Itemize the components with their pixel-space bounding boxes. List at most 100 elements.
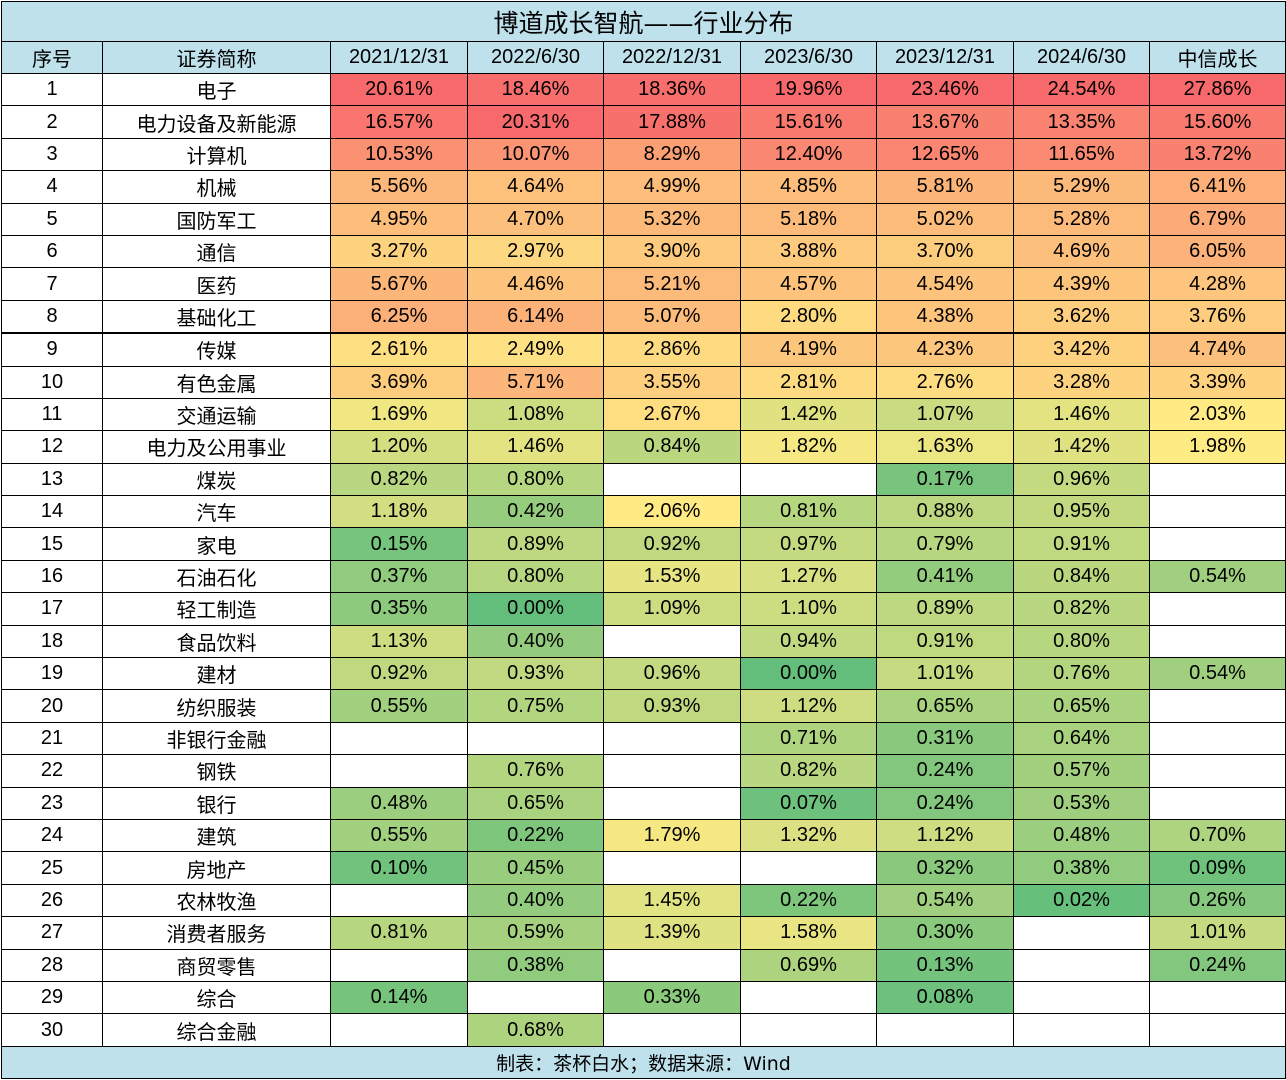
industry-name-cell[interactable]: 基础化工	[102, 299, 331, 335]
header-cell-name[interactable]: 证券简称	[102, 41, 331, 74]
header-cell-2022-6-30[interactable]: 2022/6/30	[467, 41, 604, 74]
row-number-cell[interactable]: 3	[1, 137, 103, 172]
weight-cell[interactable]: 18.36%	[603, 72, 741, 107]
industry-name-cell[interactable]: 通信	[102, 234, 331, 269]
weight-cell[interactable]: 0.30%	[876, 916, 1014, 950]
weight-cell[interactable]	[876, 1013, 1014, 1047]
weight-cell[interactable]: 0.53%	[1013, 786, 1150, 820]
weight-cell[interactable]: 0.35%	[330, 592, 468, 626]
weight-cell[interactable]	[1149, 980, 1286, 1015]
weight-cell[interactable]: 1.42%	[1013, 430, 1150, 464]
weight-cell[interactable]: 5.81%	[876, 170, 1014, 204]
weight-cell[interactable]	[603, 786, 741, 820]
weight-cell[interactable]: 1.08%	[467, 397, 604, 432]
weight-cell[interactable]: 0.32%	[876, 851, 1014, 885]
row-number-cell[interactable]: 24	[1, 818, 103, 853]
weight-cell[interactable]: 0.08%	[876, 980, 1014, 1015]
row-number-cell[interactable]: 14	[1, 495, 103, 529]
weight-cell[interactable]: 0.82%	[330, 462, 468, 497]
row-number-cell[interactable]: 16	[1, 559, 103, 594]
industry-name-cell[interactable]: 煤炭	[102, 462, 331, 497]
weight-cell[interactable]	[740, 1013, 877, 1047]
weight-cell[interactable]: 23.46%	[876, 72, 1014, 107]
weight-cell[interactable]: 0.80%	[467, 559, 604, 594]
weight-cell[interactable]: 6.25%	[330, 299, 468, 335]
weight-cell[interactable]	[1149, 754, 1286, 788]
weight-cell[interactable]: 0.89%	[876, 592, 1014, 626]
weight-cell[interactable]: 0.80%	[1013, 624, 1150, 659]
weight-cell[interactable]: 2.80%	[740, 299, 877, 335]
weight-cell[interactable]: 4.23%	[876, 332, 1014, 367]
weight-cell[interactable]: 0.82%	[1013, 592, 1150, 626]
weight-cell[interactable]: 2.67%	[603, 397, 741, 432]
weight-cell[interactable]: 15.60%	[1149, 105, 1286, 139]
weight-cell[interactable]: 0.96%	[603, 657, 741, 691]
weight-cell[interactable]: 18.46%	[467, 72, 604, 107]
weight-cell[interactable]: 0.57%	[1013, 754, 1150, 788]
industry-name-cell[interactable]: 电子	[102, 72, 331, 107]
weight-cell[interactable]	[1013, 948, 1150, 982]
weight-cell[interactable]	[1149, 527, 1286, 561]
industry-name-cell[interactable]: 石油石化	[102, 559, 331, 594]
weight-cell[interactable]: 0.70%	[1149, 818, 1286, 853]
industry-name-cell[interactable]: 机械	[102, 170, 331, 204]
weight-cell[interactable]: 3.27%	[330, 234, 468, 269]
row-number-cell[interactable]: 28	[1, 948, 103, 982]
weight-cell[interactable]: 0.31%	[876, 721, 1014, 756]
weight-cell[interactable]: 0.07%	[740, 786, 877, 820]
weight-cell[interactable]: 0.93%	[603, 689, 741, 723]
weight-cell[interactable]: 5.02%	[876, 202, 1014, 236]
row-number-cell[interactable]: 26	[1, 883, 103, 918]
weight-cell[interactable]: 0.00%	[467, 592, 604, 626]
weight-cell[interactable]: 4.28%	[1149, 267, 1286, 301]
weight-cell[interactable]: 4.70%	[467, 202, 604, 236]
weight-cell[interactable]: 0.22%	[467, 818, 604, 853]
weight-cell[interactable]: 0.97%	[740, 527, 877, 561]
weight-cell[interactable]: 10.53%	[330, 137, 468, 172]
weight-cell[interactable]: 0.91%	[1013, 527, 1150, 561]
weight-cell[interactable]: 0.82%	[740, 754, 877, 788]
weight-cell[interactable]: 0.79%	[876, 527, 1014, 561]
industry-name-cell[interactable]: 电力及公用事业	[102, 430, 331, 464]
header-cell-2021-12-31[interactable]: 2021/12/31	[330, 41, 468, 74]
row-number-cell[interactable]: 18	[1, 624, 103, 659]
industry-name-cell[interactable]: 国防军工	[102, 202, 331, 236]
weight-cell[interactable]: 0.37%	[330, 559, 468, 594]
weight-cell[interactable]: 1.79%	[603, 818, 741, 853]
weight-cell[interactable]	[603, 851, 741, 885]
weight-cell[interactable]: 1.01%	[876, 657, 1014, 691]
weight-cell[interactable]	[740, 851, 877, 885]
row-number-cell[interactable]: 30	[1, 1013, 103, 1047]
row-number-cell[interactable]: 20	[1, 689, 103, 723]
weight-cell[interactable]: 0.91%	[876, 624, 1014, 659]
weight-cell[interactable]: 5.28%	[1013, 202, 1150, 236]
industry-name-cell[interactable]: 传媒	[102, 332, 331, 367]
weight-cell[interactable]	[1149, 592, 1286, 626]
row-number-cell[interactable]: 17	[1, 592, 103, 626]
weight-cell[interactable]: 4.64%	[467, 170, 604, 204]
row-number-cell[interactable]: 4	[1, 170, 103, 204]
source-note[interactable]: 制表：茶杯白水；数据来源：Wind	[1, 1045, 1286, 1079]
industry-name-cell[interactable]: 家电	[102, 527, 331, 561]
weight-cell[interactable]: 3.39%	[1149, 365, 1286, 399]
weight-cell[interactable]: 2.06%	[603, 495, 741, 529]
weight-cell[interactable]: 4.19%	[740, 332, 877, 367]
weight-cell[interactable]: 0.09%	[1149, 851, 1286, 885]
weight-cell[interactable]	[1149, 689, 1286, 723]
weight-cell[interactable]: 2.86%	[603, 332, 741, 367]
weight-cell[interactable]: 0.76%	[467, 754, 604, 788]
weight-cell[interactable]: 3.69%	[330, 365, 468, 399]
weight-cell[interactable]: 1.69%	[330, 397, 468, 432]
weight-cell[interactable]: 5.18%	[740, 202, 877, 236]
weight-cell[interactable]: 1.07%	[876, 397, 1014, 432]
row-number-cell[interactable]: 9	[1, 332, 103, 367]
weight-cell[interactable]: 0.24%	[876, 754, 1014, 788]
weight-cell[interactable]: 0.42%	[467, 495, 604, 529]
weight-cell[interactable]	[1013, 980, 1150, 1015]
weight-cell[interactable]: 0.02%	[1013, 883, 1150, 918]
industry-name-cell[interactable]: 消费者服务	[102, 916, 331, 950]
weight-cell[interactable]: 0.71%	[740, 721, 877, 756]
weight-cell[interactable]: 0.76%	[1013, 657, 1150, 691]
row-number-cell[interactable]: 29	[1, 980, 103, 1015]
industry-name-cell[interactable]: 农林牧渔	[102, 883, 331, 918]
